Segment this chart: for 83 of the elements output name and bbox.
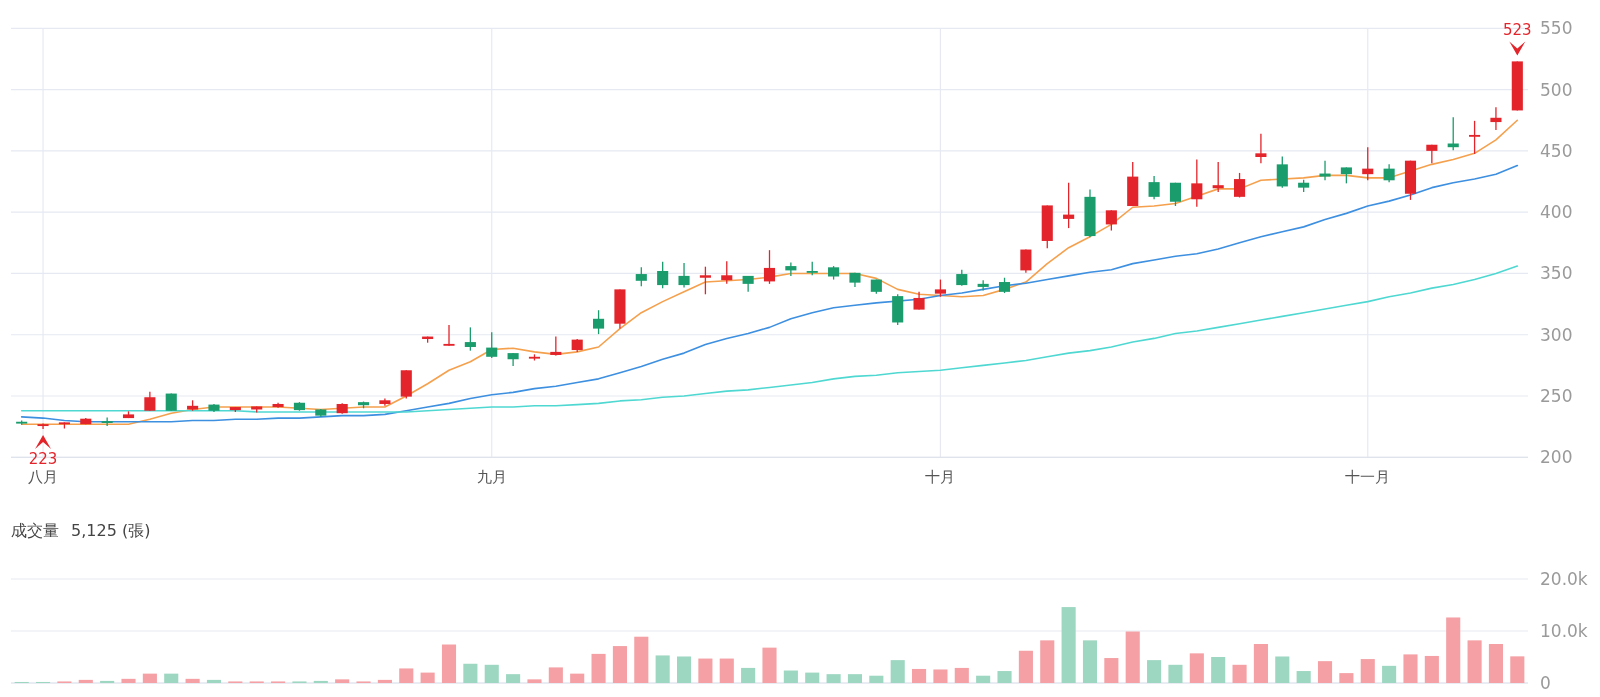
bar xyxy=(805,672,820,683)
bar xyxy=(1125,631,1140,683)
bar xyxy=(1339,673,1354,683)
chart-title: 成交量 xyxy=(11,521,59,540)
bar xyxy=(741,667,756,683)
bar xyxy=(655,655,670,683)
bar xyxy=(1253,644,1268,683)
y-tick-label: 350 xyxy=(1540,263,1573,284)
bar xyxy=(1061,607,1076,683)
bar xyxy=(1510,656,1525,683)
bar xyxy=(976,675,991,683)
bar xyxy=(1232,664,1247,683)
bar xyxy=(912,668,927,683)
y-tick-label: 550 xyxy=(1540,18,1573,39)
y-tick-label: 250 xyxy=(1540,386,1573,407)
bar xyxy=(954,667,969,683)
bar xyxy=(1446,617,1461,683)
bar xyxy=(719,658,734,683)
bar xyxy=(1104,658,1119,683)
bar xyxy=(847,674,863,683)
bar xyxy=(762,647,777,683)
bar xyxy=(783,670,798,683)
bar xyxy=(506,674,521,683)
bar xyxy=(78,679,93,683)
bar xyxy=(1488,644,1503,683)
line-series xyxy=(20,164,1519,423)
annotation: 223 xyxy=(28,450,58,469)
bar xyxy=(100,680,115,683)
x-tick-label: 十一月 xyxy=(1345,468,1391,487)
bar xyxy=(1018,650,1033,683)
bar xyxy=(420,672,435,683)
y-tick-label: 400 xyxy=(1540,202,1573,223)
bar xyxy=(612,646,627,683)
x-tick-label: 九月 xyxy=(476,468,507,487)
bar xyxy=(206,679,222,683)
bar xyxy=(441,644,457,683)
bar xyxy=(1211,657,1226,683)
bar xyxy=(164,673,179,683)
bar xyxy=(634,636,649,683)
bar xyxy=(548,667,563,683)
x-tick-label: 八月 xyxy=(28,468,59,487)
bar xyxy=(335,679,350,683)
bar xyxy=(1424,655,1439,683)
y-tick-label: 200 xyxy=(1540,447,1573,468)
bar xyxy=(698,658,713,683)
bar xyxy=(313,680,328,683)
bar xyxy=(185,678,200,683)
bar xyxy=(591,653,606,683)
bar xyxy=(1317,661,1333,683)
bar xyxy=(933,669,948,683)
x-tick-label: 十月 xyxy=(925,468,956,487)
annotation: 523 xyxy=(1503,21,1532,40)
bar xyxy=(1275,656,1290,683)
y-tick-label: 0 xyxy=(1540,673,1551,693)
bar xyxy=(826,674,841,683)
bar xyxy=(484,664,499,683)
bar xyxy=(377,679,392,683)
bar xyxy=(121,678,136,683)
y-tick-label: 500 xyxy=(1540,79,1573,100)
bar xyxy=(1360,659,1375,683)
bar xyxy=(676,656,692,683)
chart-subtitle: 5,125 (張) xyxy=(71,521,151,540)
bar xyxy=(1467,640,1482,683)
bar xyxy=(1296,671,1311,683)
y-tick-label: 10.0k xyxy=(1540,621,1588,641)
y-tick-label: 450 xyxy=(1540,140,1573,161)
y-tick-label: 300 xyxy=(1540,324,1573,345)
bar xyxy=(142,673,157,683)
y-tick-label: 20.0k xyxy=(1540,569,1588,589)
bar xyxy=(997,671,1012,683)
bar xyxy=(1403,654,1418,683)
bar xyxy=(1147,660,1162,683)
bar xyxy=(399,668,414,683)
bar xyxy=(570,673,585,683)
bar xyxy=(463,663,478,683)
bar xyxy=(1189,653,1204,683)
bar xyxy=(1040,640,1055,683)
bar xyxy=(1168,664,1183,683)
bar xyxy=(527,679,542,683)
bar xyxy=(890,660,905,683)
bar xyxy=(1082,640,1098,683)
bar xyxy=(1382,665,1397,683)
bar xyxy=(869,675,884,683)
